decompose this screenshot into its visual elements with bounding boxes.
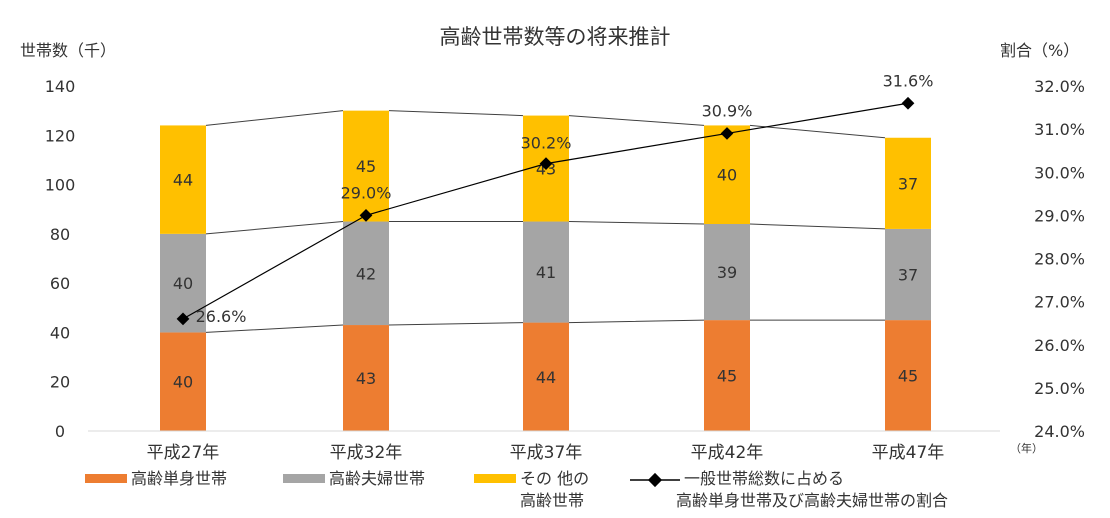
bar-value-label: 44 bbox=[536, 368, 556, 387]
legend-swatch-couple bbox=[283, 474, 325, 483]
x-tick-label: 平成27年 bbox=[147, 443, 220, 463]
x-tick-label: 平成47年 bbox=[872, 443, 945, 463]
bar-value-label: 44 bbox=[173, 171, 193, 190]
legend-swatch-ratio-marker bbox=[647, 472, 663, 488]
right-axis-ticks: 24.0% 25.0% 26.0% 27.0% 28.0% 29.0% 30.0% 31.0%… bbox=[1034, 77, 1085, 441]
right-tick-label: 26.0% bbox=[1034, 336, 1085, 355]
legend-label-couple: 高齢夫婦世帯 bbox=[329, 469, 425, 488]
bar-value-label: 37 bbox=[898, 266, 918, 285]
left-tick-label: 120 bbox=[45, 126, 76, 145]
x-tick-label: 平成32年 bbox=[330, 443, 403, 463]
legend: 高齢単身世帯 高齢夫婦世帯 その 他の 高齢世帯 一般世帯総数に占める 高齢単身… bbox=[85, 469, 948, 510]
right-tick-label: 25.0% bbox=[1034, 379, 1085, 398]
right-tick-label: 31.0% bbox=[1034, 120, 1085, 139]
bar-segment bbox=[160, 125, 206, 234]
right-tick-label: 28.0% bbox=[1034, 250, 1085, 269]
bar-value-label: 45 bbox=[898, 367, 918, 386]
stack-connector bbox=[205, 319, 885, 333]
left-tick-label: 40 bbox=[50, 323, 70, 342]
bar-segment bbox=[343, 221, 389, 326]
bar-value-label: 39 bbox=[717, 263, 737, 282]
bar-segment bbox=[885, 320, 931, 431]
legend-label-other-line1: その 他の bbox=[520, 469, 589, 488]
x-tick-label: 平成37年 bbox=[510, 443, 583, 463]
ratio-marker bbox=[359, 209, 373, 222]
left-tick-label: 140 bbox=[45, 77, 76, 96]
legend-label-ratio-line2: 高齢単身世帯及び高齢夫婦世帯の割合 bbox=[676, 491, 948, 510]
bar-value-label: 40 bbox=[173, 274, 193, 293]
right-tick-label: 29.0% bbox=[1034, 206, 1085, 225]
chart-title: 高齢世帯数等の将来推計 bbox=[440, 25, 671, 49]
stack-connector bbox=[205, 221, 886, 235]
legend-swatch-single bbox=[85, 474, 127, 483]
bar-stacks bbox=[160, 110, 931, 431]
left-tick-label: 60 bbox=[50, 274, 70, 293]
right-tick-label: 24.0% bbox=[1034, 422, 1085, 441]
ratio-data-label: 30.9% bbox=[702, 101, 753, 120]
bar-value-label: 40 bbox=[173, 373, 193, 392]
left-tick-label: 100 bbox=[45, 176, 76, 195]
x-axis-ticks: 平成27年 平成32年 平成37年 平成42年 平成47年 bbox=[147, 443, 945, 463]
bar-value-label: 41 bbox=[536, 263, 556, 282]
bar-segment bbox=[343, 110, 389, 222]
x-tick-label: 平成42年 bbox=[691, 443, 764, 463]
bar-segment bbox=[885, 228, 931, 321]
ratio-marker bbox=[901, 96, 915, 110]
x-axis-unit: （年） bbox=[1010, 441, 1043, 455]
bar-value-label: 43 bbox=[356, 369, 376, 388]
left-axis-ticks: 0 20 40 60 80 100 120 140 bbox=[45, 77, 76, 441]
ratio-data-label: 26.6% bbox=[196, 307, 247, 326]
bar-value-label: 45 bbox=[717, 367, 737, 386]
bar-segment bbox=[704, 320, 750, 431]
bar-value-label: 37 bbox=[898, 174, 918, 193]
bar-segment bbox=[523, 322, 569, 431]
stack-connector bbox=[205, 110, 886, 139]
ratio-data-label: 29.0% bbox=[341, 183, 392, 202]
ratio-data-label: 30.2% bbox=[521, 134, 572, 153]
bar-segment bbox=[160, 332, 206, 431]
bar-value-label: 40 bbox=[717, 166, 737, 185]
bar-value-label: 42 bbox=[356, 264, 376, 283]
bar-segment bbox=[885, 137, 931, 229]
legend-label-single: 高齢単身世帯 bbox=[131, 469, 227, 488]
right-tick-label: 27.0% bbox=[1034, 293, 1085, 312]
legend-label-other-line2: 高齢世帯 bbox=[520, 491, 584, 510]
bar-segment bbox=[704, 224, 750, 321]
left-tick-label: 20 bbox=[50, 373, 70, 392]
right-axis-label: 割合（%） bbox=[1000, 41, 1079, 60]
bar-segment bbox=[523, 221, 569, 323]
left-tick-label: 0 bbox=[55, 422, 65, 441]
right-tick-label: 32.0% bbox=[1034, 77, 1085, 96]
ratio-data-label: 31.6% bbox=[883, 71, 934, 90]
ratio-marker bbox=[176, 312, 190, 326]
left-tick-label: 80 bbox=[50, 225, 70, 244]
left-axis-label: 世帯数（千） bbox=[20, 41, 116, 60]
bar-value-label: 45 bbox=[356, 157, 376, 176]
bar-segment bbox=[704, 125, 750, 224]
bar-segment bbox=[343, 325, 389, 431]
stack-connector-lines bbox=[205, 110, 886, 333]
legend-label-ratio-line1: 一般世帯総数に占める bbox=[684, 469, 844, 488]
legend-swatch-other bbox=[474, 474, 516, 483]
right-tick-label: 30.0% bbox=[1034, 163, 1085, 182]
